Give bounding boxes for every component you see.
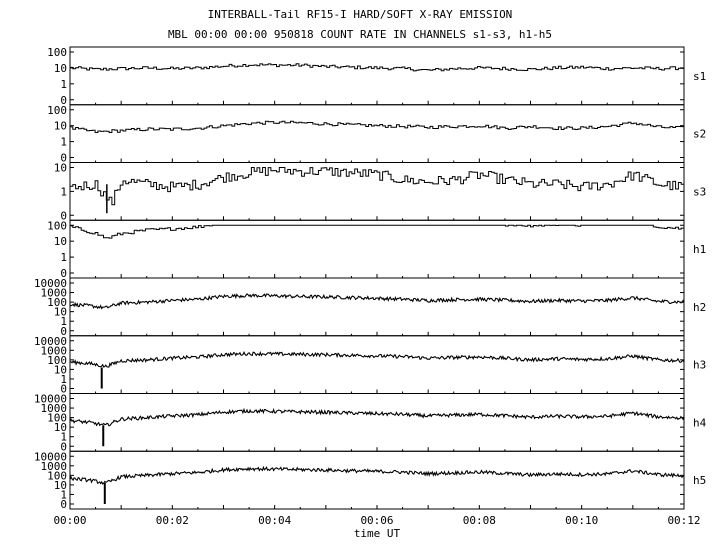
channel-label-s3: s3: [693, 185, 706, 198]
y-tick-label-h2: 1000: [41, 287, 68, 300]
y-tick-label-s3: 10: [54, 162, 67, 175]
y-tick-label-h3: 10000: [34, 335, 67, 348]
series-line-h2: [69, 293, 685, 310]
y-tick-label-h5: 100: [47, 469, 67, 482]
y-tick-label-h4: 10: [54, 421, 67, 434]
series-line-h4: [69, 407, 685, 427]
y-tick-label-h4: 10000: [34, 393, 67, 406]
y-tick-label-h5: 0: [60, 498, 67, 511]
y-tick-label-s1: 10: [54, 62, 67, 75]
y-tick-label-h3: 1000: [41, 344, 68, 357]
x-tick-label: 00:00: [53, 514, 86, 527]
y-tick-label-h2: 0: [60, 325, 67, 338]
y-tick-label-h4: 0: [60, 440, 67, 453]
y-tick-label-h2: 10: [54, 306, 67, 319]
chart-title: INTERBALL-Tail RF15-I HARD/SOFT X-RAY EM…: [207, 8, 513, 21]
y-tick-label-h4: 100: [47, 412, 67, 425]
channel-label-h5: h5: [693, 474, 706, 487]
x-axis-label: time UT: [354, 527, 401, 540]
series-line-h5: [69, 465, 685, 485]
panel-frame-h5: [69, 450, 685, 510]
panel-frame-h3: [69, 335, 685, 394]
channel-label-h2: h2: [693, 301, 706, 314]
y-tick-label-s3: 0: [60, 209, 67, 222]
y-tick-label-h2: 1: [60, 315, 67, 328]
y-tick-label-h1: 0: [60, 267, 67, 280]
y-tick-label-s1: 0: [60, 94, 67, 107]
y-tick-label-h5: 1000: [41, 460, 68, 473]
panel-frame-s1: [69, 46, 685, 106]
y-tick-label-s1: 1: [60, 78, 67, 91]
chart-subtitle: MBL 00:00 00:00 950818 COUNT RATE IN CHA…: [167, 28, 553, 41]
y-tick-label-h3: 1: [60, 373, 67, 386]
series-line-s3: [70, 167, 685, 206]
y-tick-label-s1: 100: [47, 46, 67, 59]
panel-frame-s2: [69, 104, 685, 163]
y-tick-label-h2: 10000: [34, 277, 67, 290]
series-line-h3: [69, 350, 685, 368]
x-tick-label: 00:10: [565, 514, 598, 527]
y-tick-label-h1: 1: [60, 251, 67, 264]
y-tick-label-h2: 100: [47, 296, 67, 309]
y-tick-label-h4: 1: [60, 431, 67, 444]
panel-frame-h4: [69, 393, 685, 452]
y-tick-label-s2: 10: [54, 120, 67, 133]
channel-label-h4: h4: [693, 416, 707, 429]
y-tick-label-h3: 100: [47, 354, 67, 367]
channel-label-h1: h1: [693, 243, 706, 256]
y-tick-label-h4: 1000: [41, 402, 68, 415]
channel-label-s2: s2: [693, 128, 706, 141]
y-tick-label-h1: 100: [47, 219, 67, 232]
x-tick-label: 00:04: [258, 514, 291, 527]
x-tick-label: 00:12: [667, 514, 700, 527]
series-line-h1: [70, 224, 685, 239]
y-tick-label-h3: 10: [54, 363, 67, 376]
y-tick-label-h1: 10: [54, 235, 67, 248]
channel-label-h3: h3: [693, 359, 706, 372]
x-tick-label: 00:08: [463, 514, 496, 527]
y-tick-label-h5: 10000: [34, 450, 67, 463]
channel-label-s1: s1: [693, 70, 706, 83]
series-line-s1: [70, 63, 685, 72]
y-tick-label-h3: 0: [60, 383, 67, 396]
x-tick-label: 00:02: [156, 514, 189, 527]
series-line-s2: [70, 120, 685, 133]
y-tick-label-s2: 100: [47, 104, 67, 117]
y-tick-label-h5: 10: [54, 479, 67, 492]
panel-frame-h2: [69, 277, 685, 337]
y-tick-label-h5: 1: [60, 488, 67, 501]
y-tick-label-s3: 1: [60, 185, 67, 198]
y-tick-label-s2: 1: [60, 136, 67, 149]
x-tick-label: 00:06: [360, 514, 393, 527]
y-tick-label-s2: 0: [60, 152, 67, 165]
